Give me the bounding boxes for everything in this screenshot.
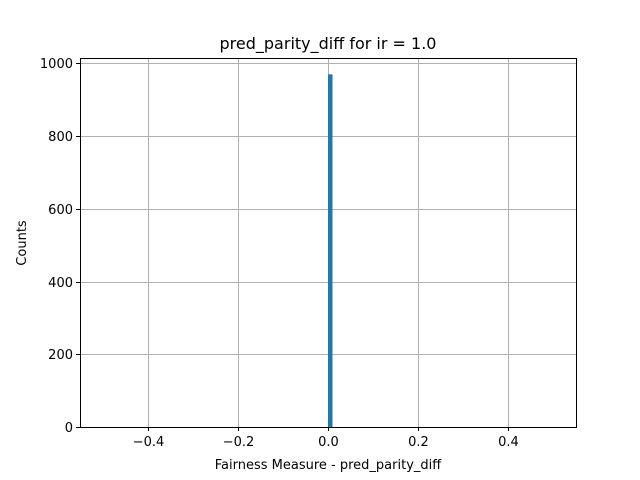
x-axis-label: Fairness Measure - pred_parity_diff xyxy=(215,458,442,473)
y-tick-label: 1000 xyxy=(40,57,73,72)
histogram-bar xyxy=(328,74,333,427)
x-tick-label: 0.0 xyxy=(318,435,339,450)
ticks-layer: −0.4 −0.2 0.0 0.2 0.4 0 200 400 600 800 1000 xyxy=(40,57,519,450)
x-tick-label: −0.4 xyxy=(133,435,165,450)
y-tick-label: 600 xyxy=(48,203,73,218)
x-tick-label: −0.2 xyxy=(223,435,255,450)
chart-title: pred_parity_diff for ir = 1.0 xyxy=(220,34,437,54)
y-tick-label: 800 xyxy=(48,130,73,145)
y-tick-label: 200 xyxy=(48,348,73,363)
x-tick-label: 0.4 xyxy=(498,435,519,450)
y-tick-label: 400 xyxy=(48,276,73,291)
bars-layer xyxy=(328,74,333,427)
x-tick-label: 0.2 xyxy=(408,435,429,450)
y-axis-label: Counts xyxy=(15,220,30,266)
y-tick-label: 0 xyxy=(65,421,73,436)
